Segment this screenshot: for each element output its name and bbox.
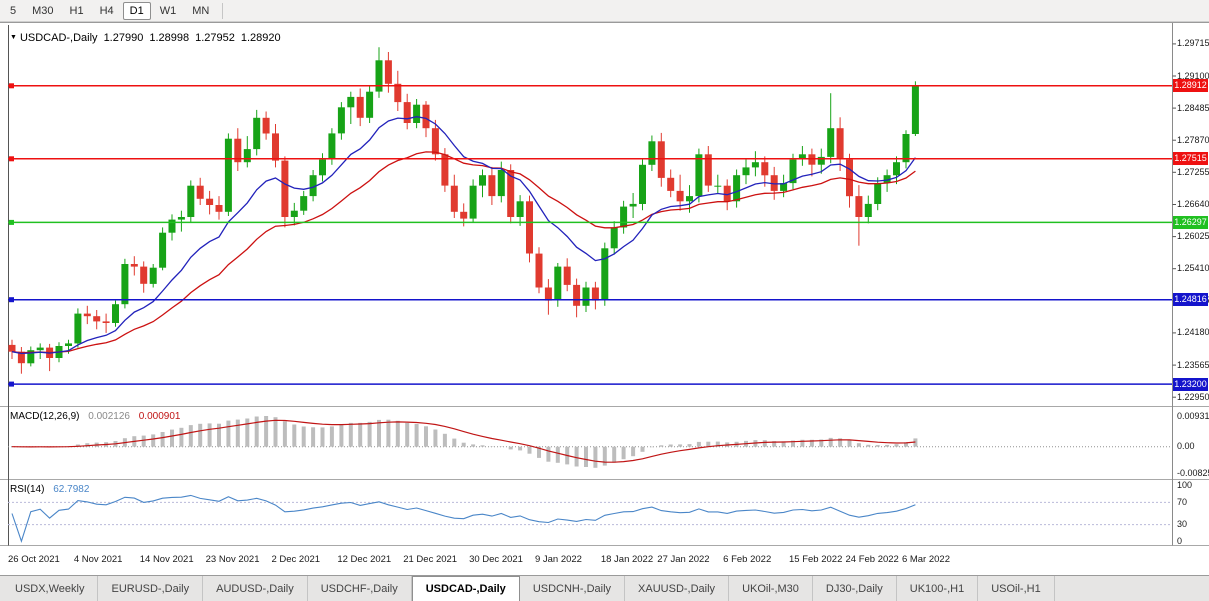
price-axis-label: 1.29715 <box>1177 38 1209 49</box>
date-axis-label[interactable]: 30 Dec 2021 <box>469 554 523 565</box>
chart-tab-xauusd-daily[interactable]: XAUUSD-,Daily <box>625 576 730 601</box>
price-axis-label: 1.27255 <box>1177 166 1209 177</box>
rsi-indicator-label: RSI(14) 62.7982 <box>10 484 89 495</box>
macd-name: MACD(12,26,9) <box>10 411 80 422</box>
macd-axis-label: 0.00 <box>1177 441 1195 452</box>
timeframe-button-m30[interactable]: M30 <box>32 4 54 17</box>
timeframe-button-w1[interactable]: W1 <box>159 4 177 17</box>
price-line-badge: 1.27515 <box>1173 152 1208 166</box>
ohlc-high: 1.28998 <box>149 32 190 44</box>
date-axis-label[interactable]: 4 Nov 2021 <box>73 554 123 565</box>
price-axis-label: 1.29100 <box>1177 70 1209 81</box>
timeframe-button-mn[interactable]: MN <box>192 4 210 17</box>
price-axis-label: 1.26640 <box>1177 198 1209 209</box>
timeframe-toolbar: 5 M30 H1 H4 D1 W1 MN <box>0 0 1209 22</box>
price-line-badge: 1.23200 <box>1173 377 1208 391</box>
macd-axis-label: 0.009314 <box>1177 411 1209 422</box>
ohlc-open: 1.27990 <box>103 32 144 44</box>
toolbar-separator <box>222 2 224 19</box>
chart-tab-audusd-daily[interactable]: AUDUSD-,Daily <box>203 576 308 601</box>
chart-area[interactable]: ▼ USDCAD-,Daily 1.27990 1.28998 1.27952 … <box>0 22 1209 575</box>
date-axis-label[interactable]: 12 Dec 2021 <box>337 554 392 565</box>
line-handle[interactable] <box>9 381 14 387</box>
date-axis-label[interactable]: 18 Jan 2022 <box>600 554 654 565</box>
price-axis-label: 1.25410 <box>1177 263 1209 274</box>
rsi-value: 62.7982 <box>53 484 90 495</box>
chart-tab-usoil-h1[interactable]: USOil-,H1 <box>978 576 1055 601</box>
candles-layer <box>8 47 919 374</box>
panel-dividers <box>0 23 1209 546</box>
price-axis-label: 1.22950 <box>1177 391 1209 402</box>
rsi-layer <box>8 494 1172 543</box>
chart-title: ▼ USDCAD-,Daily 1.27990 1.28998 1.27952 … <box>10 32 281 44</box>
chart-tab-uk100-h1[interactable]: UK100-,H1 <box>897 576 979 601</box>
ohlc-low: 1.27952 <box>195 32 235 44</box>
date-axis-label[interactable]: 6 Feb 2022 <box>723 554 772 565</box>
chart-symbol-period: USDCAD-,Daily <box>19 32 98 44</box>
rsi-name: RSI(14) <box>10 484 45 495</box>
date-axis-label[interactable]: 21 Dec 2021 <box>403 554 458 565</box>
date-axis-label[interactable]: 27 Jan 2022 <box>657 554 710 565</box>
rsi-axis-label: 30 <box>1177 519 1188 530</box>
chart-tab-usdcnh-daily[interactable]: USDCNH-,Daily <box>520 576 626 601</box>
price-axis-label: 1.26025 <box>1177 231 1209 242</box>
rsi-axis-label: 100 <box>1177 480 1193 491</box>
macd-layer <box>8 416 1172 468</box>
price-line-badge: 1.26297 <box>1173 215 1208 229</box>
price-line-badge: 1.24816 <box>1173 293 1208 307</box>
macd-axis-label: -0.008256 <box>1177 467 1209 478</box>
chart-tabs-bar: USDX,Weekly EURUSD-,Daily AUDUSD-,Daily USD… <box>0 575 1209 601</box>
line-handle[interactable] <box>9 156 14 162</box>
rsi-axis-label: 0 <box>1177 535 1183 546</box>
timeframe-button-h4[interactable]: H4 <box>99 4 114 17</box>
date-axis-label[interactable]: 15 Feb 2022 <box>789 554 843 565</box>
line-handle[interactable] <box>9 83 14 89</box>
price-axis-label: 1.28485 <box>1177 102 1209 113</box>
date-axis-label[interactable]: 6 Mar 2022 <box>901 554 950 565</box>
price-axis-label: 1.27870 <box>1177 134 1209 145</box>
macd-indicator-label: MACD(12,26,9) 0.002126 0.000901 <box>10 411 180 422</box>
moving-averages-layer <box>11 116 916 355</box>
chart-tab-eurusd-daily[interactable]: EURUSD-,Daily <box>98 576 204 601</box>
line-handle[interactable] <box>9 297 14 303</box>
timeframe-button-5[interactable]: 5 <box>10 4 17 17</box>
horizontal-lines-layer[interactable] <box>8 83 1172 387</box>
date-axis-label[interactable]: 26 Oct 2021 <box>8 554 60 565</box>
rsi-axis-label: 70 <box>1177 496 1188 507</box>
line-handle[interactable] <box>9 219 14 225</box>
price-axis-label: 1.24180 <box>1177 327 1209 338</box>
chart-tab-usdcad-daily[interactable]: USDCAD-,Daily <box>411 576 520 601</box>
date-axis-label[interactable]: 2 Dec 2021 <box>271 554 321 565</box>
ohlc-close: 1.28920 <box>240 32 281 44</box>
timeframe-button-h1[interactable]: H1 <box>69 4 84 17</box>
date-axis-label[interactable]: 9 Jan 2022 <box>534 554 582 565</box>
date-axis-label[interactable]: 14 Nov 2021 <box>139 554 194 565</box>
chart-tab-usdchf-daily[interactable]: USDCHF-,Daily <box>308 576 412 601</box>
chart-tab-usdx-weekly[interactable]: USDX,Weekly <box>2 576 99 601</box>
macd-signal-value: 0.000901 <box>138 411 181 422</box>
chart-tab-dj30-daily[interactable]: DJ30-,Daily <box>813 576 897 601</box>
chart-canvas[interactable] <box>0 23 1209 576</box>
chart-tab-ukoil-m30[interactable]: UKOil-,M30 <box>729 576 813 601</box>
date-axis-label[interactable]: 23 Nov 2021 <box>205 554 260 565</box>
symbol-marker-icon: ▼ <box>10 33 17 41</box>
date-axis-label[interactable]: 24 Feb 2022 <box>845 554 899 565</box>
price-line-badge: 1.28912 <box>1173 79 1208 93</box>
macd-main-value: 0.002126 <box>88 411 130 422</box>
timeframe-button-d1[interactable]: D1 <box>122 1 151 20</box>
price-axis-label: 1.23565 <box>1177 359 1209 370</box>
